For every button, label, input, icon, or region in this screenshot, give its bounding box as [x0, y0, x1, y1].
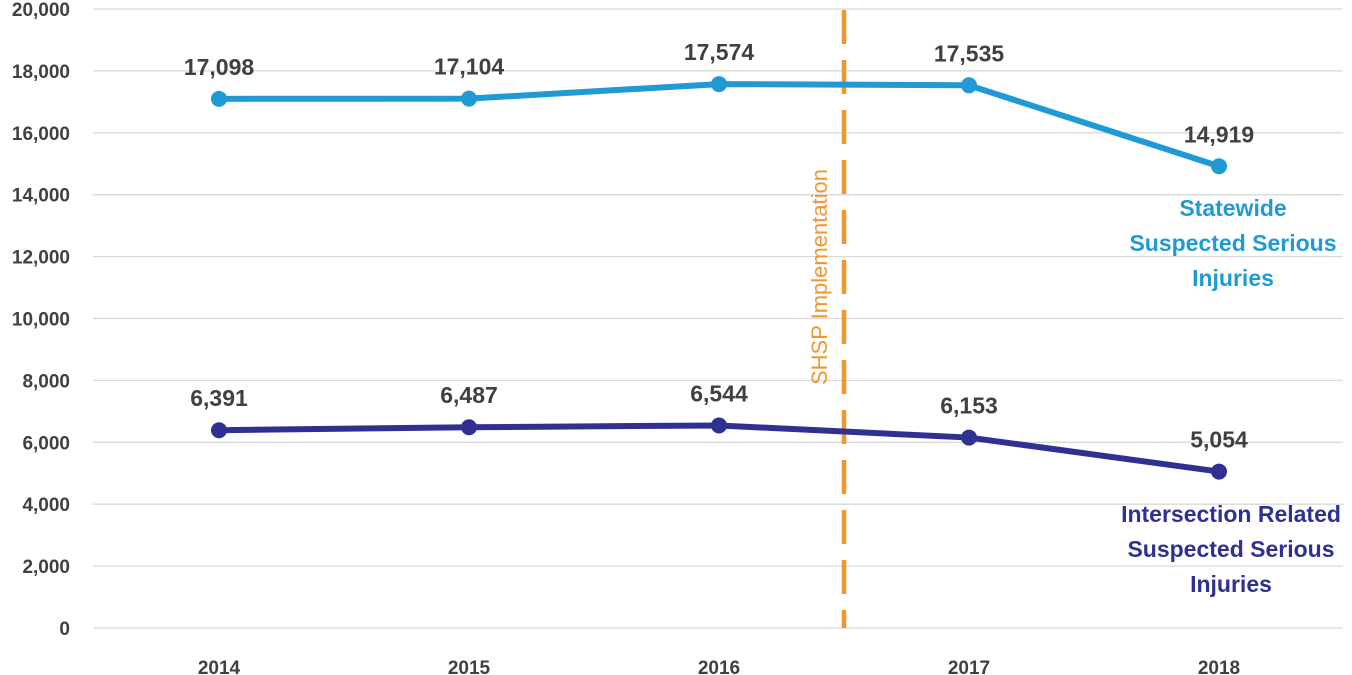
data-label: 14,919: [1184, 121, 1254, 147]
x-axis-ticks: 2014 2015 2016 2017 2018: [198, 658, 1240, 675]
y-tick-label: 20,000: [12, 0, 70, 21]
x-tick-label: 2014: [198, 658, 241, 675]
data-label: 6,487: [440, 382, 498, 408]
data-label: 5,054: [1190, 427, 1248, 453]
x-tick-label: 2017: [948, 658, 990, 675]
y-tick-label: 10,000: [12, 310, 70, 331]
gridlines: [93, 8, 1343, 629]
data-point: [961, 429, 977, 446]
series-group: 17,098 17,104 17,574 17,535 14,919 Statewide S…: [184, 39, 1341, 597]
data-point: [211, 422, 227, 439]
y-tick-label: 8,000: [22, 371, 70, 392]
series-line: [218, 81, 1220, 170]
y-tick-label: 4,000: [22, 495, 70, 516]
series-name-label: Intersection Related: [1121, 501, 1341, 527]
data-point: [711, 76, 727, 93]
data-point: [961, 77, 977, 94]
data-point: [461, 419, 477, 436]
series-name-label: Suspected Serious: [1129, 230, 1336, 256]
y-tick-label: 12,000: [12, 248, 70, 269]
x-tick-label: 2015: [448, 658, 491, 675]
series-name-label: Statewide: [1179, 195, 1286, 221]
shsp-label: SHSP Implementation: [807, 169, 832, 385]
y-tick-label: 14,000: [12, 186, 70, 207]
series-name-label: Suspected Serious: [1127, 536, 1334, 562]
data-point: [711, 417, 727, 434]
data-label: 17,098: [184, 54, 255, 80]
data-label: 6,391: [190, 385, 248, 411]
x-tick-label: 2018: [1198, 658, 1240, 675]
data-label: 17,574: [684, 39, 755, 65]
y-tick-label: 16,000: [12, 124, 70, 145]
data-label: 17,535: [934, 40, 1005, 66]
data-label: 6,153: [940, 393, 998, 419]
data-label: 6,544: [690, 380, 748, 406]
y-tick-label: 2,000: [22, 557, 70, 578]
y-tick-label: 6,000: [22, 433, 70, 454]
data-label: 17,104: [434, 54, 505, 80]
y-tick-label: 18,000: [12, 62, 70, 83]
data-point: [1211, 158, 1227, 175]
y-tick-label: 0: [59, 619, 70, 640]
data-point: [211, 90, 227, 107]
series-1: 17,098 17,104 17,574 17,535 14,919 Statewide S…: [184, 39, 1337, 291]
shsp-implementation-marker: SHSP Implementation: [807, 10, 847, 628]
data-point: [461, 90, 477, 107]
y-axis-ticks: 0 2,000 4,000 6,000 8,000 10,000 12,000 14,000 1…: [12, 0, 70, 640]
series-name-label: Injuries: [1190, 571, 1272, 597]
x-tick-label: 2016: [698, 658, 740, 675]
data-point: [1211, 463, 1227, 480]
series-2: 6,391 6,487 6,544 6,153 5,054 Intersection Re…: [190, 380, 1341, 597]
series-name-label: Injuries: [1192, 265, 1274, 291]
